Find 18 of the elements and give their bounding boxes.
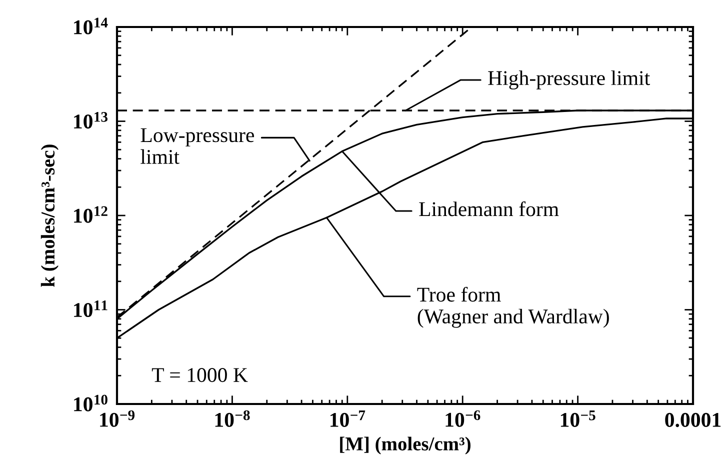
- y-tick-label: 10$^{10}$: [74, 394, 108, 412]
- annotation: Lindemann form: [419, 201, 559, 216]
- y-tick-label: 10$^{14}$: [74, 18, 108, 34]
- annotation: T = 1000 K: [152, 368, 248, 382]
- annotation: Low-pressure limit: [140, 128, 254, 164]
- y-tick-label: 10$^{12}$: [74, 206, 108, 223]
- annotation: Troe form (Wagner and Wardlaw): [417, 286, 609, 328]
- x-tick-label: 10$^{−8}$: [215, 410, 250, 427]
- x-tick-label: 10$^{−7}$: [330, 410, 366, 427]
- x-axis-title: [M] (moles/cm³): [340, 436, 470, 454]
- x-tick-label: 0.0001: [665, 412, 721, 428]
- y-tick-label: 10$^{13}$: [74, 112, 108, 129]
- y-tick-label: 10$^{11}$: [74, 300, 108, 318]
- x-tick-label: 10$^{−9}$: [100, 410, 135, 427]
- x-tick-label: 10$^{−5}$: [560, 410, 596, 427]
- annotation: High-pressure limit: [488, 70, 650, 90]
- y-axis-title: k (moles/cm³-sec): [40, 144, 59, 287]
- x-tick-label: 10$^{−6}$: [446, 410, 480, 427]
